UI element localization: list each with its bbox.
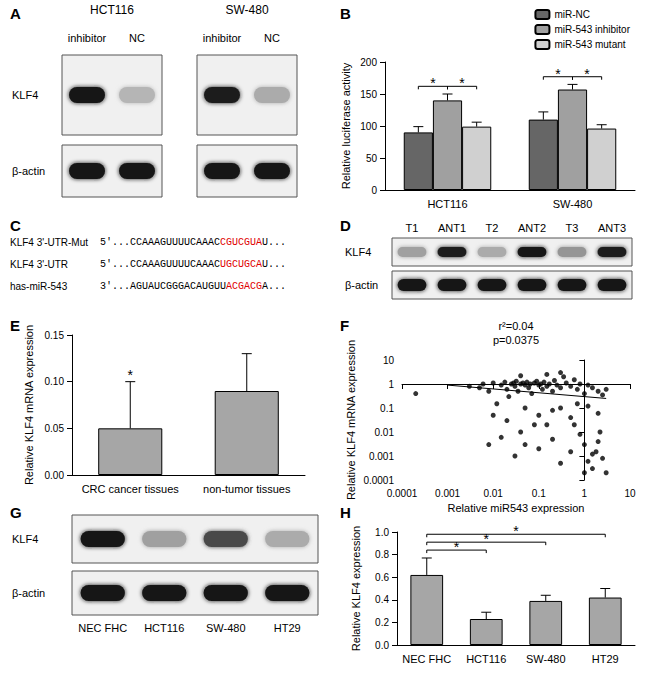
svg-text:CRC cancer tissues: CRC cancer tissues xyxy=(82,483,180,495)
svg-text:T1: T1 xyxy=(406,222,419,234)
svg-text:Relative KLF4 mRNA expression: Relative KLF4 mRNA expression xyxy=(345,340,357,500)
svg-text:E: E xyxy=(10,317,20,334)
svg-text:β-actin: β-actin xyxy=(345,279,378,291)
svg-text:NC: NC xyxy=(129,32,145,44)
svg-text:CGUCGUA: CGUCGUA xyxy=(220,237,262,248)
svg-text:0.10: 0.10 xyxy=(45,376,65,387)
svg-text:non-tumor tissues: non-tumor tissues xyxy=(203,483,291,495)
svg-text:miR-543 inhibitor: miR-543 inhibitor xyxy=(554,24,630,35)
svg-text:*: * xyxy=(584,66,590,82)
svg-text:1: 1 xyxy=(388,379,394,390)
svg-text:150: 150 xyxy=(360,89,377,100)
svg-text:*: * xyxy=(555,66,561,82)
svg-text:D: D xyxy=(340,217,351,234)
svg-text:HCT116: HCT116 xyxy=(466,653,506,665)
svg-text:*: * xyxy=(513,523,519,539)
svg-text:3'...AGUAUCGGGACAUGUU: 3'...AGUAUCGGGACAUGUU xyxy=(100,281,226,292)
svg-text:miR-NC: miR-NC xyxy=(554,9,590,20)
svg-text:0.0001: 0.0001 xyxy=(387,488,418,499)
svg-text:0.2: 0.2 xyxy=(375,617,389,628)
svg-text:β-actin: β-actin xyxy=(12,165,45,177)
svg-text:0.15: 0.15 xyxy=(45,330,65,341)
svg-text:0.00: 0.00 xyxy=(45,470,65,481)
svg-text:0.0: 0.0 xyxy=(375,640,389,651)
svg-text:HCT116: HCT116 xyxy=(90,3,134,17)
svg-text:50: 50 xyxy=(366,153,378,164)
svg-text:0.8: 0.8 xyxy=(375,549,389,560)
svg-text:T3: T3 xyxy=(566,222,579,234)
svg-text:200: 200 xyxy=(360,57,377,68)
svg-text:p=0.0375: p=0.0375 xyxy=(493,334,539,346)
svg-text:C: C xyxy=(10,217,21,234)
svg-text:HT29: HT29 xyxy=(592,653,619,665)
svg-text:1.0: 1.0 xyxy=(375,527,389,538)
svg-text:0.1: 0.1 xyxy=(532,488,546,499)
svg-text:NC: NC xyxy=(264,32,280,44)
svg-text:KLF4: KLF4 xyxy=(12,89,38,101)
svg-text:ANT3: ANT3 xyxy=(598,222,626,234)
svg-text:0: 0 xyxy=(371,185,377,196)
svg-text:KLF4: KLF4 xyxy=(345,246,371,258)
svg-text:U...: U... xyxy=(262,259,286,270)
svg-text:0.001: 0.001 xyxy=(435,488,460,499)
svg-text:H: H xyxy=(340,504,351,521)
svg-text:ACGACG: ACGACG xyxy=(226,281,262,292)
svg-text:inhibitor: inhibitor xyxy=(68,32,107,44)
svg-text:Relative KLF4 expression: Relative KLF4 expression xyxy=(350,526,362,651)
svg-text:*: * xyxy=(454,539,460,555)
svg-text:U...: U... xyxy=(262,237,286,248)
svg-text:UGCUGCA: UGCUGCA xyxy=(220,259,262,270)
svg-text:*: * xyxy=(459,75,465,91)
svg-text:β-actin: β-actin xyxy=(12,587,45,599)
svg-text:A: A xyxy=(10,5,21,22)
svg-text:*: * xyxy=(128,367,134,383)
svg-text:0.6: 0.6 xyxy=(375,572,389,583)
svg-text:Relative luciferase activity: Relative luciferase activity xyxy=(340,62,352,189)
svg-text:10: 10 xyxy=(624,488,636,499)
svg-text:KLF4 3'-UTR: KLF4 3'-UTR xyxy=(10,259,68,270)
svg-text:A...: A... xyxy=(262,281,286,292)
svg-text:ANT1: ANT1 xyxy=(438,222,466,234)
svg-text:SW-480: SW-480 xyxy=(526,653,566,665)
svg-text:0.05: 0.05 xyxy=(45,423,65,434)
svg-text:0.0001: 0.0001 xyxy=(363,475,394,486)
svg-text:SW-480: SW-480 xyxy=(206,622,246,634)
svg-text:Relative KLF4 mRNA expression: Relative KLF4 mRNA expression xyxy=(23,325,35,485)
svg-text:HCT116: HCT116 xyxy=(144,622,184,634)
svg-text:5'...CCAAAGUUUUCAAAC: 5'...CCAAAGUUUUCAAAC xyxy=(100,237,220,248)
svg-text:10: 10 xyxy=(383,355,395,366)
svg-text:0.01: 0.01 xyxy=(375,427,395,438)
svg-text:NEC FHC: NEC FHC xyxy=(78,622,127,634)
svg-text:1: 1 xyxy=(582,488,588,499)
svg-text:100: 100 xyxy=(360,121,377,132)
svg-text:G: G xyxy=(10,504,22,521)
svg-text:5'...CCAAAGUUUUCAAAC: 5'...CCAAAGUUUUCAAAC xyxy=(100,259,220,270)
svg-text:*: * xyxy=(430,75,436,91)
svg-text:B: B xyxy=(340,5,351,22)
svg-text:F: F xyxy=(340,317,349,334)
svg-text:HT29: HT29 xyxy=(274,622,301,634)
svg-text:KLF4 3'-UTR-Mut: KLF4 3'-UTR-Mut xyxy=(10,237,88,248)
svg-text:r²=0.04: r²=0.04 xyxy=(498,320,533,332)
svg-text:HCT116: HCT116 xyxy=(427,198,467,210)
svg-text:SW-480: SW-480 xyxy=(225,3,268,17)
svg-text:Relative miR543 expression: Relative miR543 expression xyxy=(448,502,585,514)
svg-text:0.4: 0.4 xyxy=(375,594,389,605)
svg-text:ANT2: ANT2 xyxy=(518,222,546,234)
svg-text:*: * xyxy=(484,531,490,547)
svg-text:0.1: 0.1 xyxy=(380,403,394,414)
svg-text:0.001: 0.001 xyxy=(369,451,394,462)
svg-text:NEC FHC: NEC FHC xyxy=(402,653,451,665)
svg-text:KLF4: KLF4 xyxy=(12,533,38,545)
svg-text:miR-543 mutant: miR-543 mutant xyxy=(554,39,625,50)
svg-text:T2: T2 xyxy=(486,222,499,234)
svg-text:inhibitor: inhibitor xyxy=(203,32,242,44)
svg-text:has-miR-543: has-miR-543 xyxy=(10,281,68,292)
svg-text:0.01: 0.01 xyxy=(483,488,503,499)
svg-text:SW-480: SW-480 xyxy=(553,198,593,210)
